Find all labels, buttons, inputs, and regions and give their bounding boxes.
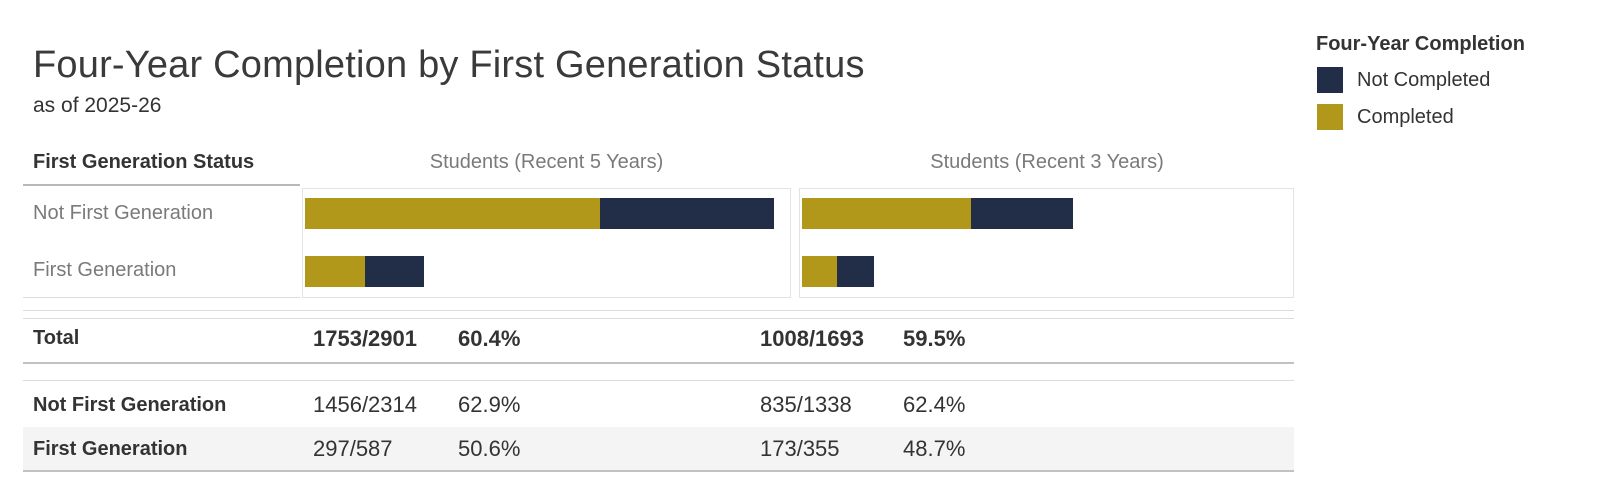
legend-swatch-completed-icon (1317, 104, 1343, 130)
stacked-bar (305, 256, 424, 287)
detail-fraction-5yr-nfg[interactable]: 1456/2314 (313, 392, 417, 417)
stacked-bar (802, 198, 1074, 229)
bar-segment-completed[interactable] (802, 256, 838, 287)
legend-label: Completed (1357, 105, 1454, 128)
row-label-first-generation[interactable]: First Generation (33, 259, 177, 281)
detail-pct-5yr-nfg[interactable]: 62.9% (458, 392, 521, 417)
row-label-not-first-generation[interactable]: Not First Generation (33, 202, 214, 224)
detail-row-label-first-generation[interactable]: First Generation (33, 438, 188, 460)
bar-segment-completed[interactable] (802, 198, 972, 229)
total-pct-5yr[interactable]: 60.4% (458, 326, 521, 351)
column-header-students-recent-5-years[interactable]: Students (Recent 5 Years) (429, 151, 664, 173)
divider (23, 380, 1294, 381)
bar-segment-completed[interactable] (305, 256, 366, 287)
detail-pct-5yr-fg[interactable]: 50.6% (458, 436, 521, 461)
total-pct-3yr[interactable]: 59.5% (903, 326, 966, 351)
legend-entry-not-completed[interactable]: Not Completed (1317, 67, 1490, 93)
bar-segment-not-completed[interactable] (837, 256, 874, 287)
legend-title: Four-Year Completion (1316, 33, 1525, 55)
header-underline (23, 184, 300, 186)
column-header-students-recent-3-years[interactable]: Students (Recent 3 Years) (930, 151, 1164, 173)
detail-fraction-5yr-fg[interactable]: 297/587 (313, 436, 393, 461)
detail-pct-3yr-nfg[interactable]: 62.4% (903, 392, 966, 417)
column-header-first-generation-status[interactable]: First Generation Status (33, 151, 255, 173)
bar-segment-not-completed[interactable] (971, 198, 1074, 229)
stacked-bar (305, 198, 774, 229)
page-subtitle: as of 2025-26 (33, 94, 162, 117)
divider (23, 362, 1294, 364)
detail-fraction-3yr-fg[interactable]: 173/355 (760, 436, 840, 461)
divider (23, 470, 1294, 472)
divider (23, 310, 1294, 311)
detail-pct-3yr-fg[interactable]: 48.7% (903, 436, 966, 461)
legend-entry-completed[interactable]: Completed (1317, 104, 1454, 130)
divider (23, 297, 300, 298)
chart-panel-recent-3-years (799, 188, 1294, 298)
stacked-bar (802, 256, 874, 287)
row-highlight-first-generation (23, 427, 1294, 470)
legend-label: Not Completed (1357, 68, 1491, 91)
detail-row-label-not-first-generation[interactable]: Not First Generation (33, 394, 227, 416)
detail-fraction-3yr-nfg[interactable]: 835/1338 (760, 392, 852, 417)
legend-swatch-not-completed-icon (1317, 67, 1343, 93)
divider (23, 318, 1294, 319)
total-fraction-3yr[interactable]: 1008/1693 (760, 326, 864, 351)
bar-segment-not-completed[interactable] (600, 198, 774, 229)
total-fraction-5yr[interactable]: 1753/2901 (313, 326, 417, 351)
chart-panel-recent-5-years (302, 188, 791, 298)
total-row-label[interactable]: Total (33, 327, 80, 349)
page-title: Four-Year Completion by First Generation… (33, 44, 865, 86)
bar-segment-not-completed[interactable] (365, 256, 424, 287)
bar-segment-completed[interactable] (305, 198, 601, 229)
